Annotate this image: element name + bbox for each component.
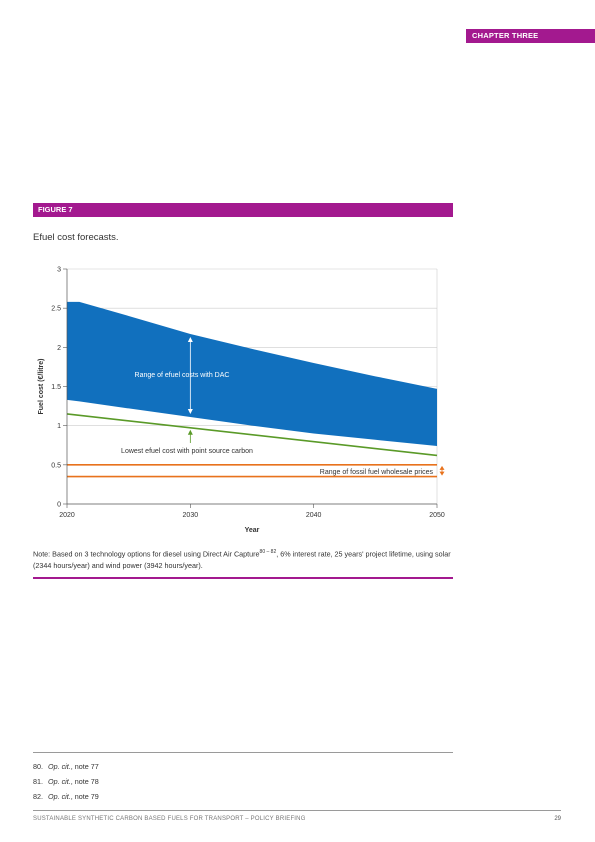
fossil-arrow-head-up xyxy=(439,465,445,470)
x-axis-label: Year xyxy=(245,527,260,534)
page-number: 29 xyxy=(554,816,561,822)
footer-title: SUSTAINABLE SYNTHETIC CARBON BASED FUELS… xyxy=(33,816,306,822)
y-tick-label: 1.5 xyxy=(51,384,61,391)
footnote-item: 81. Op. cit., note 78 xyxy=(33,777,99,786)
annotation-layer: Range of efuel costs with DAC Lowest efue… xyxy=(121,337,445,476)
fossil-arrow-head-down xyxy=(439,471,445,476)
data-layer xyxy=(66,301,438,478)
y-tick-label: 0 xyxy=(57,502,61,509)
footnote-item: 82. Op. cit., note 79 xyxy=(33,792,99,801)
axis-layer: 0 0.5 1 1.5 2 2.5 3 2020 2030 2040 2050 Year Fuel co… xyxy=(38,267,445,535)
y-axis-label: Fuel cost (€/litre) xyxy=(38,358,45,414)
x-tick-label: 2030 xyxy=(183,512,199,519)
fossil-annotation: Range of fossil fuel wholesale prices xyxy=(320,469,434,476)
y-tick-label: 3 xyxy=(57,267,61,274)
footer-divider xyxy=(33,810,561,811)
note-citation: 80 – 82 xyxy=(259,549,277,555)
point-source-line xyxy=(66,413,438,457)
y-tick-label: 1 xyxy=(57,423,61,430)
footnote-item: 80. Op. cit., note 77 xyxy=(33,762,99,771)
dac-arrow-head-up xyxy=(187,337,193,343)
point-source-annotation: Lowest efuel cost with point source carb… xyxy=(121,448,253,455)
figure-note: Note: Based on 3 technology options for … xyxy=(33,549,451,570)
dac-annotation: Range of efuel costs with DAC xyxy=(135,372,230,379)
point-source-arrow-head xyxy=(187,429,193,435)
y-tick-label: 2 xyxy=(57,345,61,352)
dac-arrow-head-down xyxy=(187,409,193,415)
footnotes-list: 80. Op. cit., note 77 81. Op. cit., note 7… xyxy=(33,759,99,804)
y-tick-label: 2.5 xyxy=(51,306,61,313)
chapter-tab: CHAPTER THREE xyxy=(466,29,595,43)
x-tick-label: 2020 xyxy=(59,512,75,519)
x-tick-label: 2040 xyxy=(306,512,322,519)
dac-range-band xyxy=(67,301,437,447)
figure-label-bar: FIGURE 7 xyxy=(33,203,453,217)
footnote-divider xyxy=(33,752,453,753)
y-tick-label: 0.5 xyxy=(51,462,61,469)
note-divider xyxy=(33,577,453,579)
figure-title: Efuel cost forecasts. xyxy=(33,232,119,243)
x-tick-label: 2050 xyxy=(429,512,445,519)
efuel-cost-chart: 0 0.5 1 1.5 2 2.5 3 2020 2030 2040 2050 Year Fuel co… xyxy=(38,267,445,535)
